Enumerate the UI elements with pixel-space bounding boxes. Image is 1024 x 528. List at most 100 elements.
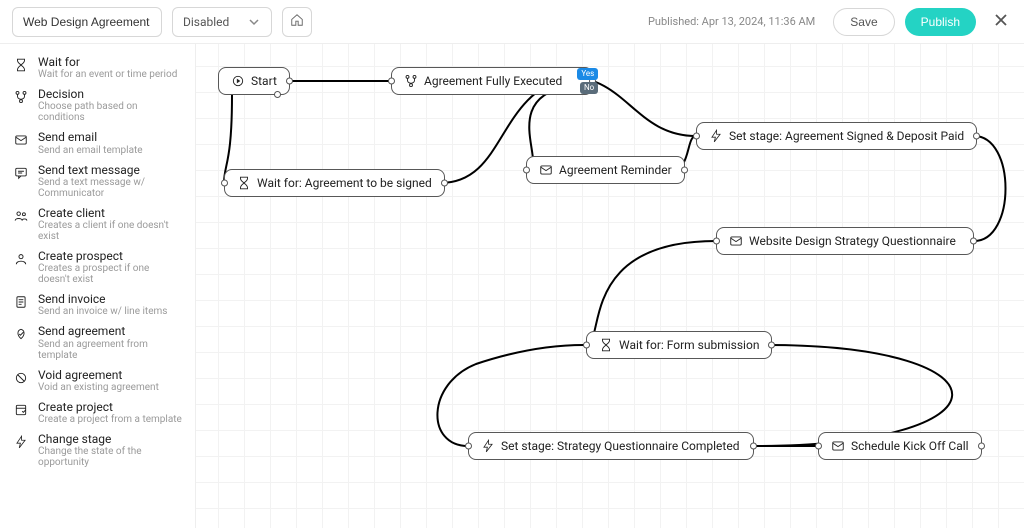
- sidebar-item-title: Void agreement: [38, 369, 159, 382]
- port[interactable]: [750, 443, 757, 450]
- sidebar-item-title: Create project: [38, 401, 182, 414]
- port[interactable]: [388, 78, 395, 85]
- node-wait_form[interactable]: Wait for: Form submission: [586, 331, 772, 359]
- sidebar-item-subtitle: Creates a client if one doesn't exist: [38, 220, 183, 242]
- home-icon: [290, 12, 304, 31]
- sidebar-item-subtitle: Send a text message w/ Communicator: [38, 177, 183, 199]
- sidebar-item-person[interactable]: Create prospect Creates a prospect if on…: [6, 246, 189, 289]
- published-text: Published: Apr 13, 2024, 11:36 AM: [648, 15, 815, 28]
- sidebar-item-void[interactable]: Void agreement Void an existing agreemen…: [6, 365, 189, 397]
- sidebar-item-title: Send invoice: [38, 293, 167, 306]
- publish-button[interactable]: Publish: [905, 8, 976, 36]
- node-label: Agreement Reminder: [559, 163, 672, 177]
- port[interactable]: [768, 342, 775, 349]
- sidebar-item-agreement[interactable]: Send agreement Send an agreement from te…: [6, 321, 189, 364]
- home-button[interactable]: [282, 7, 312, 37]
- sidebar: Wait for Wait for an event or time perio…: [0, 44, 196, 528]
- workflow-title-input[interactable]: [12, 7, 162, 37]
- port[interactable]: [815, 443, 822, 450]
- node-stage2[interactable]: Set stage: Strategy Questionnaire Comple…: [468, 432, 754, 460]
- sidebar-item-subtitle: Wait for an event or time period: [38, 69, 177, 80]
- sidebar-item-bolt[interactable]: Change stage Change the state of the opp…: [6, 429, 189, 472]
- close-button[interactable]: [990, 11, 1012, 33]
- sidebar-item-hourglass[interactable]: Wait for Wait for an event or time perio…: [6, 52, 189, 84]
- agreement-icon: [12, 325, 30, 343]
- sidebar-item-title: Send text message: [38, 164, 183, 177]
- status-value: Disabled: [183, 15, 229, 29]
- sidebar-item-subtitle: Send an agreement from template: [38, 339, 183, 361]
- save-button[interactable]: Save: [833, 8, 894, 36]
- hourglass-icon: [599, 338, 613, 352]
- sidebar-item-title: Wait for: [38, 56, 177, 69]
- node-decision[interactable]: Agreement Fully ExecutedYesNo: [391, 67, 593, 95]
- sidebar-item-title: Send agreement: [38, 325, 183, 338]
- node-label: Schedule Kick Off Call: [851, 439, 969, 453]
- hourglass-icon: [237, 176, 251, 190]
- bolt-icon: [481, 439, 495, 453]
- node-kickoff[interactable]: Schedule Kick Off Call: [818, 432, 982, 460]
- port[interactable]: [465, 443, 472, 450]
- sidebar-item-sms[interactable]: Send text message Send a text message w/…: [6, 160, 189, 203]
- sidebar-item-branch[interactable]: Decision Choose path based on conditions: [6, 84, 189, 127]
- edge: [754, 345, 952, 446]
- node-reminder[interactable]: Agreement Reminder: [526, 156, 685, 184]
- port[interactable]: [970, 238, 977, 245]
- node-label: Wait for: Agreement to be signed: [257, 176, 432, 190]
- hourglass-icon: [12, 56, 30, 74]
- sidebar-item-people[interactable]: Create client Creates a client if one do…: [6, 203, 189, 246]
- branch-icon: [404, 74, 418, 88]
- mail-icon: [831, 439, 845, 453]
- branch-icon: [12, 88, 30, 106]
- sidebar-item-title: Create prospect: [38, 250, 183, 263]
- sidebar-item-title: Send email: [38, 131, 143, 144]
- no-tag: No: [580, 82, 598, 94]
- node-label: Set stage: Agreement Signed & Deposit Pa…: [729, 129, 964, 143]
- edge: [974, 136, 1006, 241]
- port[interactable]: [274, 91, 281, 98]
- sidebar-item-subtitle: Void an existing agreement: [38, 382, 159, 393]
- sidebar-item-subtitle: Create a project from a template: [38, 414, 182, 425]
- node-label: Agreement Fully Executed: [424, 74, 562, 88]
- status-select[interactable]: Disabled: [172, 7, 272, 37]
- sidebar-item-subtitle: Send an invoice w/ line items: [38, 306, 167, 317]
- sidebar-item-project[interactable]: Create project Create a project from a t…: [6, 397, 189, 429]
- bolt-icon: [12, 433, 30, 451]
- sidebar-item-subtitle: Creates a prospect if one doesn't exist: [38, 263, 183, 285]
- sidebar-item-mail[interactable]: Send email Send an email template: [6, 127, 189, 159]
- node-wait_sign[interactable]: Wait for: Agreement to be signed: [224, 169, 445, 197]
- port[interactable]: [978, 443, 985, 450]
- edge: [586, 241, 716, 345]
- node-start[interactable]: Start: [218, 67, 290, 95]
- play-icon: [231, 74, 245, 88]
- sidebar-item-subtitle: Change the state of the opportunity: [38, 446, 183, 468]
- port[interactable]: [681, 167, 688, 174]
- body: Wait for Wait for an event or time perio…: [0, 44, 1024, 528]
- void-icon: [12, 369, 30, 387]
- invoice-icon: [12, 293, 30, 311]
- port[interactable]: [693, 133, 700, 140]
- node-label: Wait for: Form submission: [619, 338, 759, 352]
- port[interactable]: [221, 180, 228, 187]
- sidebar-item-subtitle: Choose path based on conditions: [38, 101, 183, 123]
- close-icon: [994, 12, 1008, 31]
- node-label: Start: [251, 74, 277, 88]
- project-icon: [12, 401, 30, 419]
- canvas[interactable]: Start Agreement Fully ExecutedYesNo Wait f…: [196, 44, 1024, 528]
- port[interactable]: [583, 342, 590, 349]
- sidebar-item-invoice[interactable]: Send invoice Send an invoice w/ line ite…: [6, 289, 189, 321]
- port[interactable]: [523, 167, 530, 174]
- topbar: Disabled Published: Apr 13, 2024, 11:36 …: [0, 0, 1024, 44]
- port[interactable]: [441, 180, 448, 187]
- person-icon: [12, 250, 30, 268]
- edge: [437, 345, 586, 446]
- node-quest[interactable]: Website Design Strategy Questionnaire: [716, 227, 974, 255]
- node-label: Set stage: Strategy Questionnaire Comple…: [501, 439, 739, 453]
- port[interactable]: [286, 78, 293, 85]
- node-stage1[interactable]: Set stage: Agreement Signed & Deposit Pa…: [696, 122, 977, 150]
- people-icon: [12, 207, 30, 225]
- port[interactable]: [973, 133, 980, 140]
- sidebar-item-title: Change stage: [38, 433, 183, 446]
- sidebar-item-subtitle: Send an email template: [38, 145, 143, 156]
- node-label: Website Design Strategy Questionnaire: [749, 234, 956, 248]
- port[interactable]: [713, 238, 720, 245]
